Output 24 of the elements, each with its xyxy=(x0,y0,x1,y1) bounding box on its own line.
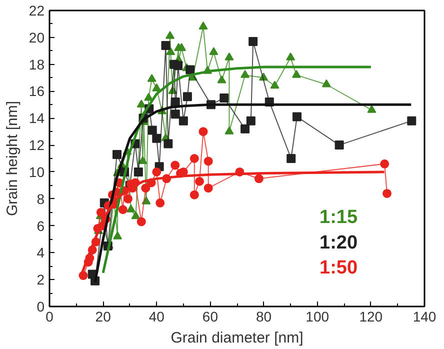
x-tick-label: 40 xyxy=(148,308,165,324)
x-axis-title: Grain diameter [nm] xyxy=(170,330,304,346)
text: 1:50 xyxy=(320,258,358,279)
y-tick-label: 0 xyxy=(36,298,45,314)
y-axis-title: Grain height [nm] xyxy=(4,100,21,216)
x-tick-label: 120 xyxy=(359,308,383,324)
y-tick-label: 16 xyxy=(28,83,45,100)
y-tick-label: 10 xyxy=(28,164,45,180)
x-tick-label: 100 xyxy=(306,308,330,324)
y-tick-label: 8 xyxy=(36,190,45,207)
x-tick-label: 140 xyxy=(412,308,436,324)
text: 1:20 xyxy=(320,232,358,254)
y-tick-label: 12 xyxy=(28,137,45,154)
x-tick-label: 60 xyxy=(202,308,218,324)
y-tick-label: 4 xyxy=(36,244,45,261)
x-tick-label: 20 xyxy=(95,308,112,324)
y-tick-label: 22 xyxy=(28,2,45,18)
y-tick-label: 14 xyxy=(28,110,45,126)
text: 1:15 xyxy=(320,207,358,228)
y-tick-label: 20 xyxy=(28,29,45,46)
x-tick-label: 80 xyxy=(256,308,272,324)
y-tick-label: 2 xyxy=(36,272,45,288)
y-tick-label: 18 xyxy=(28,56,45,72)
y-tick-label: 6 xyxy=(36,218,45,234)
